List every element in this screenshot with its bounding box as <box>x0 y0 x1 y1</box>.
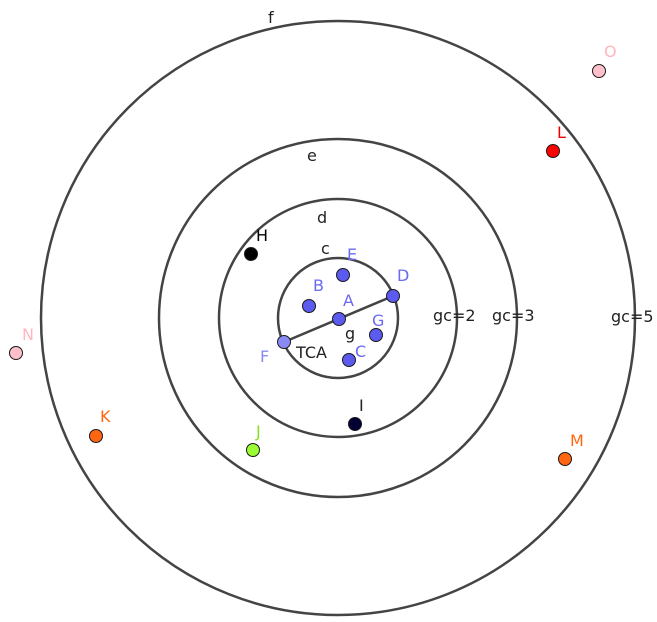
point-L-label: L <box>557 123 566 142</box>
point-B[interactable] <box>302 299 316 313</box>
point-H[interactable] <box>244 247 258 261</box>
circle-d[interactable] <box>217 197 459 439</box>
annotation-gc3: gc=3 <box>492 306 535 325</box>
circle-e[interactable] <box>157 137 519 499</box>
point-E[interactable] <box>336 268 350 282</box>
point-K-label: K <box>100 407 111 426</box>
point-O-label: O <box>604 42 617 61</box>
point-I-label: I <box>359 396 364 415</box>
point-E-label: E <box>347 245 357 264</box>
annotation-tca: TCA <box>295 343 327 362</box>
point-M-label: M <box>570 431 584 450</box>
label-circle-d: d <box>317 208 327 227</box>
circle-c[interactable] <box>276 256 400 380</box>
label-circle-c: c <box>321 239 330 258</box>
point-J-label: J <box>255 422 261 441</box>
point-F-label: F <box>260 347 269 366</box>
point-A-label: A <box>343 291 354 310</box>
point-F[interactable] <box>277 335 291 349</box>
segment-g-label: g <box>345 324 355 343</box>
annotation-gc2: gc=2 <box>433 306 476 325</box>
point-K[interactable] <box>89 429 103 443</box>
point-C[interactable] <box>342 353 356 367</box>
point-D-label: D <box>397 266 409 285</box>
label-circle-e: e <box>307 146 317 165</box>
point-H-label: H <box>256 226 268 245</box>
point-A[interactable] <box>332 312 346 326</box>
point-B-label: B <box>313 276 324 295</box>
annotation-gc5: gc=5 <box>611 307 654 326</box>
point-D[interactable] <box>386 289 400 303</box>
point-M[interactable] <box>558 452 572 466</box>
point-I[interactable] <box>348 417 362 431</box>
point-G[interactable] <box>369 328 383 342</box>
circle-f[interactable] <box>39 19 637 617</box>
point-C-label: C <box>355 342 366 361</box>
point-N-label: N <box>22 325 34 344</box>
point-L[interactable] <box>546 144 560 158</box>
point-N[interactable] <box>9 346 23 360</box>
point-J[interactable] <box>246 443 260 457</box>
label-circle-f: f <box>268 8 274 27</box>
point-O[interactable] <box>592 64 606 78</box>
point-G-label: G <box>372 311 384 330</box>
